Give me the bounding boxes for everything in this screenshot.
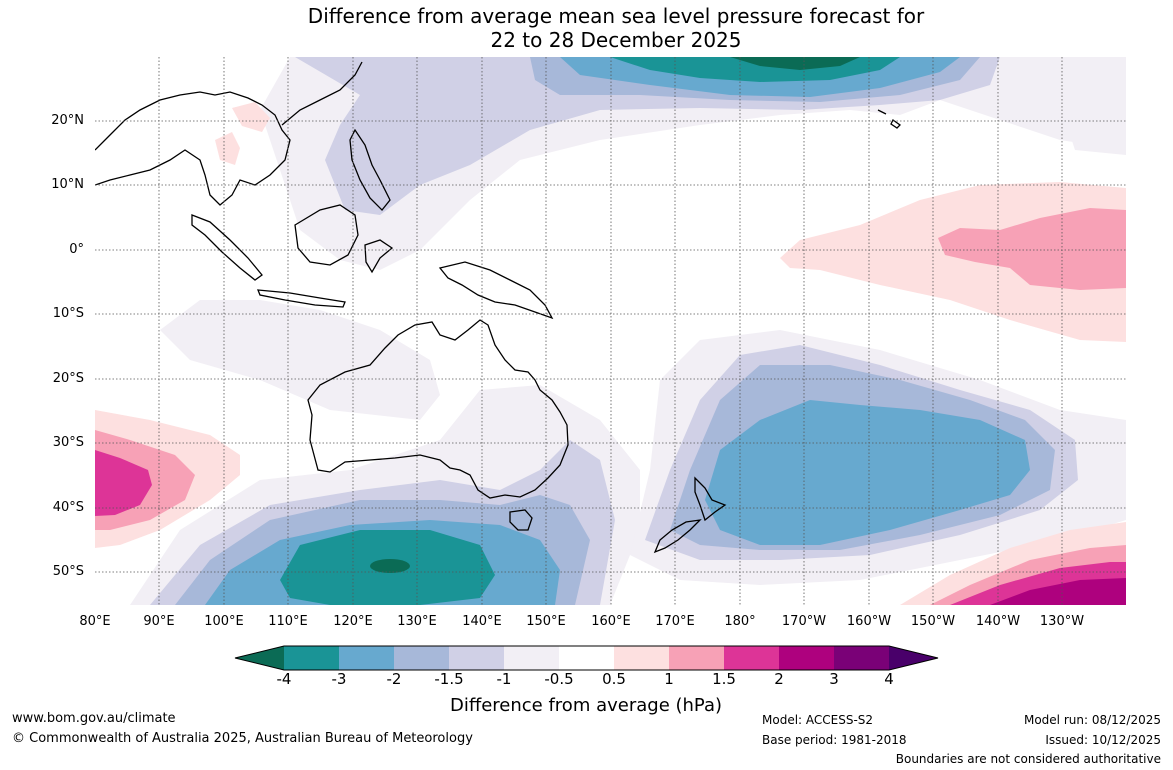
contour-pos1-east-pacific [938,208,1126,290]
colorbar-tick: 1 [664,670,674,688]
colorbar-tick: 3 [829,670,839,688]
title-line-1: Difference from average mean sea level p… [307,4,925,28]
colorbar-seg-9 [724,646,779,670]
base-period-text: Base period: 1981-2018 [762,733,907,747]
lon-label-130e: 130°E [397,614,437,629]
copyright-text: © Commonwealth of Australia 2025, Austra… [12,731,473,746]
philippines-coastline [349,128,391,211]
colorbar-seg-7 [614,646,669,670]
lon-label-130w: 130°W [1039,614,1085,629]
lat-label-30s: 30°S [52,435,84,450]
sumatra-coastline [191,214,263,281]
lon-label-90e: 90°E [143,614,175,629]
colorbar-seg-2 [339,646,394,670]
contour-pos1.5-indian [95,450,152,516]
lat-label-50s: 50°S [52,564,84,579]
lon-label-140e: 140°E [462,614,502,629]
colorbar-seg-3 [394,646,449,670]
colorbar-seg-10 [779,646,834,670]
colorbar-tick: 4 [884,670,894,688]
new-guinea-coastline [438,261,554,320]
contour-light-negative-indian [160,300,440,420]
colorbar-tick: -3 [331,670,347,688]
colorbar [234,645,939,671]
model-text: Model: ACCESS-S2 [762,713,874,727]
lon-label-170e: 170°E [655,614,695,629]
model-run-text: Model run: 08/12/2025 [1023,713,1161,727]
lon-label-100e: 100°E [204,614,244,629]
website-link[interactable]: www.bom.gov.au/climate [12,711,176,726]
colorbar-seg-4 [449,646,504,670]
colorbar-tick: -1 [496,670,512,688]
lon-label-80e: 80°E [79,614,111,629]
new-zealand-south-coastline [653,519,702,554]
colorbar-tick: -0.5 [544,670,574,688]
lon-label-150e: 150°E [526,614,566,629]
lat-label-20n: 20°N [51,113,84,128]
sulawesi-coastline [364,239,394,274]
java-coastline [257,289,346,308]
colorbar-tick: 2 [774,670,784,688]
hawaii-coastline [877,109,902,129]
contour-neg4-south [370,559,410,573]
anomaly-contours [95,57,1126,605]
colorbar-tick: 0.5 [602,670,626,688]
colorbar-seg-8 [669,646,724,670]
coastlines [95,61,902,554]
contour-pos2-se-pacific [990,578,1126,605]
contour-pos0.5-indochina [232,102,270,132]
colorbar-tick: 1.5 [712,670,736,688]
colorbar-seg-5 [504,646,559,670]
gridlines [95,57,1126,605]
contour-neg2-tasman [705,400,1030,545]
lat-label-40s: 40°S [52,500,84,515]
lat-label-10s: 10°S [52,306,84,321]
boundaries-disclaimer: Boundaries are not considered authoritat… [895,752,1161,766]
lon-label-160w: 160°W [846,614,892,629]
colorbar-seg-6 [559,646,614,670]
colorbar-label: Difference from average (hPa) [449,695,723,716]
lon-label-160e: 160°E [591,614,631,629]
lon-label-110e: 110°E [268,614,308,629]
asia-mainland-coastline [95,61,363,206]
colorbar-seg-1 [284,646,339,670]
lat-label-20s: 20°S [52,371,84,386]
contour-neg4-north [730,57,860,70]
lat-label-0: 0° [69,242,84,257]
title-line-2: 22 to 28 December 2025 [490,28,742,52]
colorbar-min-arrow [235,646,284,670]
australia-coastline [307,319,569,499]
colorbar-tick: -4 [276,670,292,688]
lon-label-170w: 170°W [781,614,827,629]
borneo-coastline [294,204,359,266]
colorbar-seg-11 [834,646,889,670]
chart-title: Difference from average mean sea level p… [0,4,1173,52]
colorbar-max-arrow [889,646,938,670]
colorbar-outline [234,645,939,671]
tasmania-coastline [509,509,533,531]
issued-text: Issued: 10/12/2025 [1045,733,1161,747]
colorbar-tick: -2 [386,670,402,688]
lon-label-120e: 120°E [333,614,373,629]
contour-pos0.5-se-asia [215,132,240,165]
lon-label-140w: 140°W [975,614,1021,629]
contour-light-negative-pacific-ne [1062,60,1126,155]
lon-label-150w: 150°W [910,614,956,629]
lon-label-180: 180° [724,614,756,629]
colorbar-tick: -1.5 [434,670,464,688]
lat-label-10n: 10°N [51,177,84,192]
new-zealand-north-coastline [694,476,727,522]
